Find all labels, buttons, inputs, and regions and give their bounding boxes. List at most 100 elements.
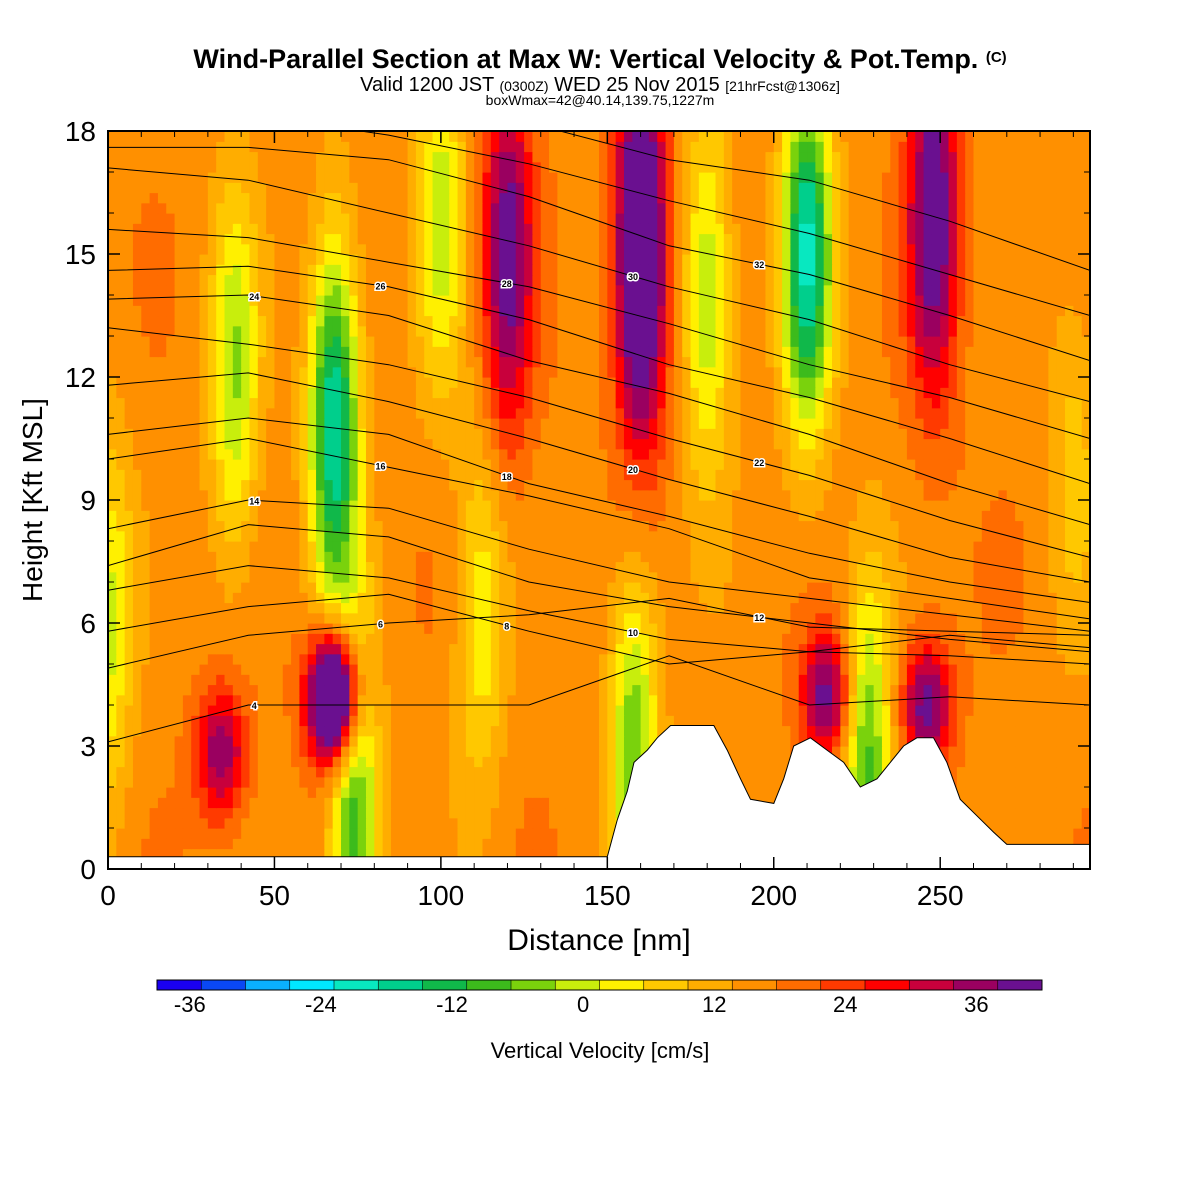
velocity-cell — [282, 705, 292, 716]
velocity-cell — [141, 766, 151, 778]
velocity-cell — [440, 807, 450, 819]
velocity-cell — [174, 551, 184, 563]
velocity-cell — [432, 817, 442, 829]
velocity-cell — [549, 448, 558, 460]
velocity-cell — [898, 438, 908, 450]
velocity-cell — [224, 469, 234, 481]
velocity-cell — [524, 766, 534, 778]
velocity-cell — [1006, 838, 1016, 850]
velocity-cell — [1015, 776, 1025, 788]
velocity-cell — [174, 561, 184, 573]
velocity-cell — [931, 459, 941, 470]
velocity-cell — [282, 633, 292, 645]
velocity-cell — [124, 848, 134, 860]
velocity-cell — [457, 438, 467, 450]
velocity-cell — [1048, 592, 1058, 604]
velocity-cell — [673, 623, 683, 634]
velocity-cell — [740, 633, 750, 645]
velocity-cell — [465, 725, 475, 737]
velocity-cell — [224, 664, 234, 675]
velocity-cell — [465, 510, 475, 522]
velocity-cell — [432, 459, 442, 470]
velocity-cell — [174, 653, 184, 665]
velocity-cell — [374, 459, 384, 470]
velocity-cell — [224, 848, 234, 860]
velocity-cell — [773, 756, 783, 768]
velocity-cell — [149, 715, 159, 727]
velocity-cell — [332, 756, 342, 768]
velocity-cell — [157, 684, 167, 696]
velocity-cell — [132, 766, 142, 778]
velocity-cell — [365, 469, 375, 481]
velocity-cell — [1065, 746, 1074, 757]
velocity-cell — [307, 705, 317, 716]
velocity-cell — [282, 838, 292, 850]
velocity-cell — [915, 541, 925, 552]
velocity-cell — [773, 674, 783, 686]
velocity-cell — [440, 828, 450, 839]
velocity-cell — [790, 469, 800, 481]
velocity-cell — [848, 735, 858, 747]
velocity-cell — [1056, 664, 1066, 675]
velocity-cell — [973, 438, 983, 450]
velocity-cell — [174, 459, 184, 470]
velocity-cell — [474, 479, 484, 491]
velocity-cell — [881, 541, 891, 552]
velocity-cell — [865, 520, 875, 532]
velocity-cell — [182, 551, 192, 563]
velocity-cell — [382, 479, 392, 491]
velocity-cell — [623, 469, 633, 481]
velocity-cell — [257, 592, 267, 604]
velocity-cell — [191, 653, 201, 665]
velocity-cell — [623, 541, 633, 552]
velocity-cell — [973, 694, 983, 706]
velocity-cell — [840, 602, 850, 614]
velocity-cell — [998, 787, 1008, 798]
velocity-cell — [765, 746, 775, 757]
velocity-cell — [715, 643, 725, 655]
velocity-cell — [740, 735, 750, 747]
velocity-cell — [449, 653, 459, 665]
velocity-cell — [241, 489, 251, 501]
velocity-cell — [740, 623, 750, 634]
velocity-cell — [782, 735, 791, 747]
velocity-cell — [241, 571, 251, 583]
velocity-cell — [266, 623, 276, 634]
velocity-cell — [998, 776, 1008, 788]
velocity-cell — [948, 592, 958, 604]
velocity-cell — [482, 817, 492, 829]
velocity-cell — [365, 787, 375, 798]
velocity-cell — [590, 746, 600, 757]
velocity-cell — [474, 541, 484, 552]
velocity-cell — [823, 735, 833, 747]
velocity-cell — [349, 807, 359, 819]
velocity-cell — [1040, 756, 1049, 768]
velocity-cell — [998, 510, 1008, 522]
velocity-cell — [906, 459, 916, 470]
velocity-cell — [607, 817, 617, 829]
velocity-cell — [524, 561, 534, 573]
velocity-cell — [449, 797, 459, 809]
velocity-cell — [640, 541, 650, 552]
velocity-cell — [881, 664, 891, 675]
velocity-cell — [249, 807, 259, 819]
velocity-cell — [1006, 674, 1016, 686]
velocity-cell — [232, 735, 242, 747]
velocity-cell — [565, 489, 575, 501]
velocity-cell — [790, 530, 800, 542]
velocity-cell — [316, 694, 325, 706]
velocity-cell — [324, 459, 334, 470]
velocity-cell — [898, 735, 908, 747]
velocity-cell — [923, 612, 933, 624]
velocity-cell — [399, 510, 409, 522]
velocity-cell — [1015, 838, 1025, 850]
velocity-cell — [407, 592, 417, 604]
velocity-cell — [948, 571, 958, 583]
velocity-cell — [232, 459, 242, 470]
velocity-cell — [574, 705, 583, 716]
velocity-cell — [1023, 633, 1033, 645]
velocity-cell — [948, 612, 958, 624]
velocity-cell — [357, 838, 367, 850]
velocity-cell — [157, 705, 167, 716]
velocity-cell — [349, 438, 359, 450]
